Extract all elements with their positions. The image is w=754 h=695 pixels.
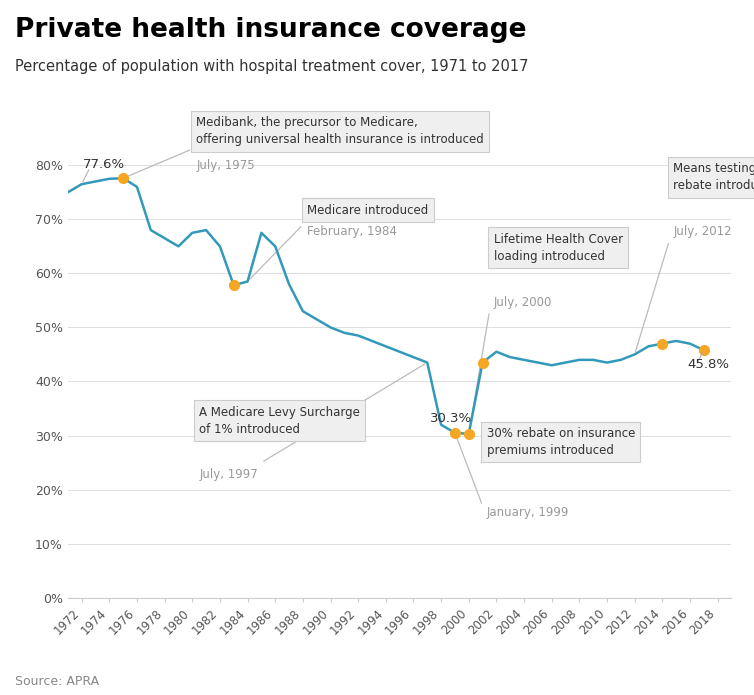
Text: Percentage of population with hospital treatment cover, 1971 to 2017: Percentage of population with hospital t… xyxy=(15,59,529,74)
Text: February, 1984: February, 1984 xyxy=(307,225,397,238)
Text: July, 2012: July, 2012 xyxy=(673,225,732,238)
Text: Private health insurance coverage: Private health insurance coverage xyxy=(15,17,526,43)
Text: A Medicare Levy Surcharge
of 1% introduced: A Medicare Levy Surcharge of 1% introduc… xyxy=(199,406,360,436)
Text: January, 1999: January, 1999 xyxy=(486,507,569,519)
Text: July, 1997: July, 1997 xyxy=(199,468,258,482)
Text: 45.8%: 45.8% xyxy=(687,358,729,371)
Text: Source: APRA: Source: APRA xyxy=(15,675,100,688)
Text: Means testing for
rebate introduced: Means testing for rebate introduced xyxy=(673,163,754,193)
Text: Lifetime Health Cover
loading introduced: Lifetime Health Cover loading introduced xyxy=(494,233,623,263)
Text: July, 1975: July, 1975 xyxy=(196,158,255,172)
Text: 30.3%: 30.3% xyxy=(430,412,472,425)
Text: Medicare introduced: Medicare introduced xyxy=(307,204,428,217)
Text: July, 2000: July, 2000 xyxy=(494,295,552,309)
Text: 77.6%: 77.6% xyxy=(83,158,125,171)
Text: 30% rebate on insurance
premiums introduced: 30% rebate on insurance premiums introdu… xyxy=(486,427,635,457)
Text: Medibank, the precursor to Medicare,
offering universal health insurance is intr: Medibank, the precursor to Medicare, off… xyxy=(196,116,484,147)
